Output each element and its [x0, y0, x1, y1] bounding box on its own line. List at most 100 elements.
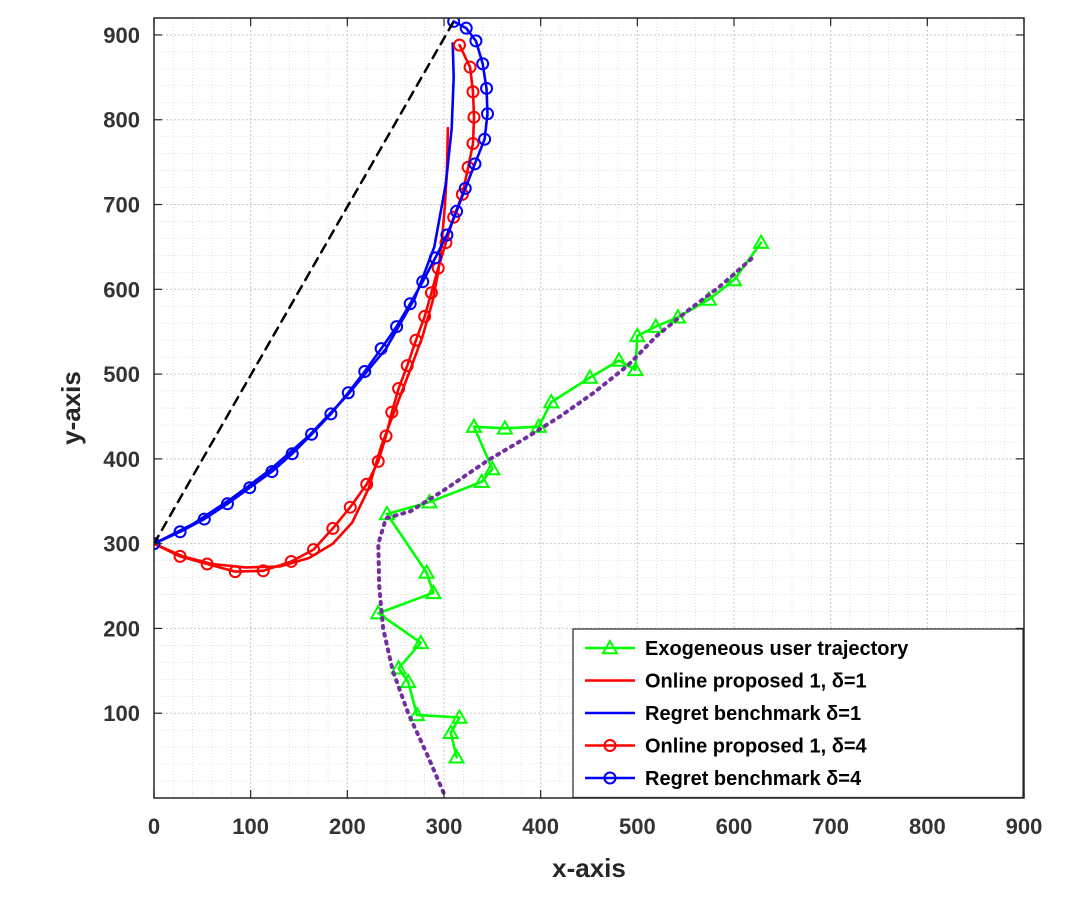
- data-point-circle: [173, 525, 187, 539]
- data-point-triangle: [646, 317, 665, 333]
- y-tick-label: 400: [103, 447, 140, 472]
- data-point-circle: [256, 564, 270, 578]
- x-tick-label: 200: [329, 814, 366, 839]
- data-point-circle: [463, 60, 477, 74]
- data-point-triangle: [626, 360, 645, 377]
- data-point-circle: [392, 382, 406, 395]
- data-point-circle: [220, 497, 234, 511]
- x-tick-label: 600: [716, 814, 753, 839]
- legend-label: Exogeneous user trajectory: [645, 638, 909, 660]
- series-line: [154, 20, 455, 545]
- data-point-triangle: [496, 419, 514, 435]
- y-axis-ticks: 100 200 300 400 500 600 700 800 900: [103, 23, 1024, 726]
- data-point-circle: [200, 557, 214, 571]
- series-line: [376, 256, 754, 796]
- data-point-circle: [452, 38, 466, 52]
- y-tick-label: 900: [103, 23, 140, 48]
- data-point-circle: [603, 771, 617, 785]
- data-point-circle: [466, 85, 480, 99]
- data-point-circle: [603, 739, 617, 752]
- data-point-circle: [379, 429, 393, 443]
- data-point-triangle: [700, 290, 718, 306]
- data-point-triangle: [412, 633, 430, 650]
- x-tick-label: 900: [1006, 814, 1043, 839]
- data-point-triangle: [442, 723, 460, 739]
- series-0: [369, 233, 770, 764]
- data-point-circle: [360, 477, 374, 491]
- series-layer: [154, 18, 770, 796]
- x-tick-label: 800: [909, 814, 946, 839]
- legend-label: Regret benchmark δ=1: [645, 703, 861, 725]
- data-point-circle: [284, 554, 298, 568]
- data-point-circle: [468, 157, 482, 171]
- y-tick-label: 700: [103, 193, 140, 218]
- data-point-circle: [265, 465, 279, 479]
- data-point-circle: [458, 181, 472, 195]
- data-point-circle: [341, 386, 355, 400]
- series-3: [154, 38, 481, 579]
- data-point-circle: [428, 251, 442, 265]
- data-point-triangle: [601, 638, 619, 655]
- x-tick-label: 300: [426, 814, 463, 839]
- data-point-triangle: [389, 659, 408, 675]
- data-point-triangle: [472, 472, 491, 489]
- x-tick-label: 400: [522, 814, 559, 839]
- data-point-circle: [418, 309, 432, 323]
- data-point-circle: [385, 405, 399, 419]
- data-point-triangle: [483, 460, 502, 476]
- y-tick-label: 800: [103, 108, 140, 133]
- data-point-triangle: [581, 368, 599, 384]
- minor-grid: [154, 17, 1024, 798]
- data-point-triangle: [628, 326, 647, 343]
- data-point-triangle: [424, 583, 443, 600]
- data-point-circle: [326, 521, 340, 535]
- y-tick-label: 600: [103, 277, 140, 302]
- series-6: [376, 256, 754, 796]
- data-point-circle: [307, 543, 320, 557]
- data-point-circle: [467, 110, 481, 124]
- data-point-triangle: [465, 417, 483, 433]
- series-4: [154, 18, 494, 551]
- data-point-circle: [424, 286, 438, 300]
- data-point-circle: [285, 447, 299, 461]
- data-point-triangle: [417, 563, 436, 579]
- legend-item: Online proposed 1, δ=1: [585, 671, 867, 693]
- legend-label: Online proposed 1, δ=1: [645, 671, 867, 693]
- legend-label: Online proposed 1, δ=4: [645, 736, 867, 758]
- data-point-circle: [243, 481, 257, 495]
- x-tick-label: 700: [812, 814, 849, 839]
- data-point-circle: [476, 57, 490, 71]
- data-point-circle: [343, 500, 357, 514]
- y-tick-label: 300: [103, 532, 140, 557]
- data-point-circle: [416, 275, 430, 289]
- data-point-circle: [469, 34, 483, 48]
- data-point-circle: [197, 512, 211, 526]
- legend-item: Exogeneous user trajectory: [585, 638, 909, 660]
- data-point-triangle: [725, 270, 743, 287]
- x-tick-label: 0: [148, 814, 160, 839]
- y-tick-label: 500: [103, 362, 140, 387]
- series-5: [154, 20, 455, 545]
- data-point-circle: [390, 320, 404, 334]
- data-point-circle: [447, 18, 461, 28]
- data-point-circle: [173, 549, 187, 563]
- x-tick-label: 100: [232, 814, 269, 839]
- legend-label: Regret benchmark δ=4: [645, 768, 862, 790]
- data-point-triangle: [399, 672, 417, 689]
- data-point-circle: [371, 454, 385, 468]
- data-point-circle: [374, 342, 388, 356]
- data-point-circle: [478, 132, 492, 146]
- series-line: [154, 43, 476, 573]
- data-point-circle: [450, 204, 464, 218]
- data-point-circle: [400, 359, 414, 373]
- data-point-circle: [358, 365, 372, 379]
- data-point-triangle: [450, 708, 469, 724]
- legend-item: Regret benchmark δ=1: [585, 703, 861, 725]
- data-point-triangle: [752, 233, 770, 249]
- y-tick-label: 100: [103, 701, 140, 726]
- data-point-triangle: [408, 705, 426, 722]
- data-point-triangle: [447, 748, 466, 764]
- series-line: [154, 20, 489, 545]
- x-axis-ticks: 0 100 200 300 400 500 600 700 800 900: [148, 18, 1042, 839]
- legend: Exogeneous user trajectory Online propose…: [572, 628, 1024, 799]
